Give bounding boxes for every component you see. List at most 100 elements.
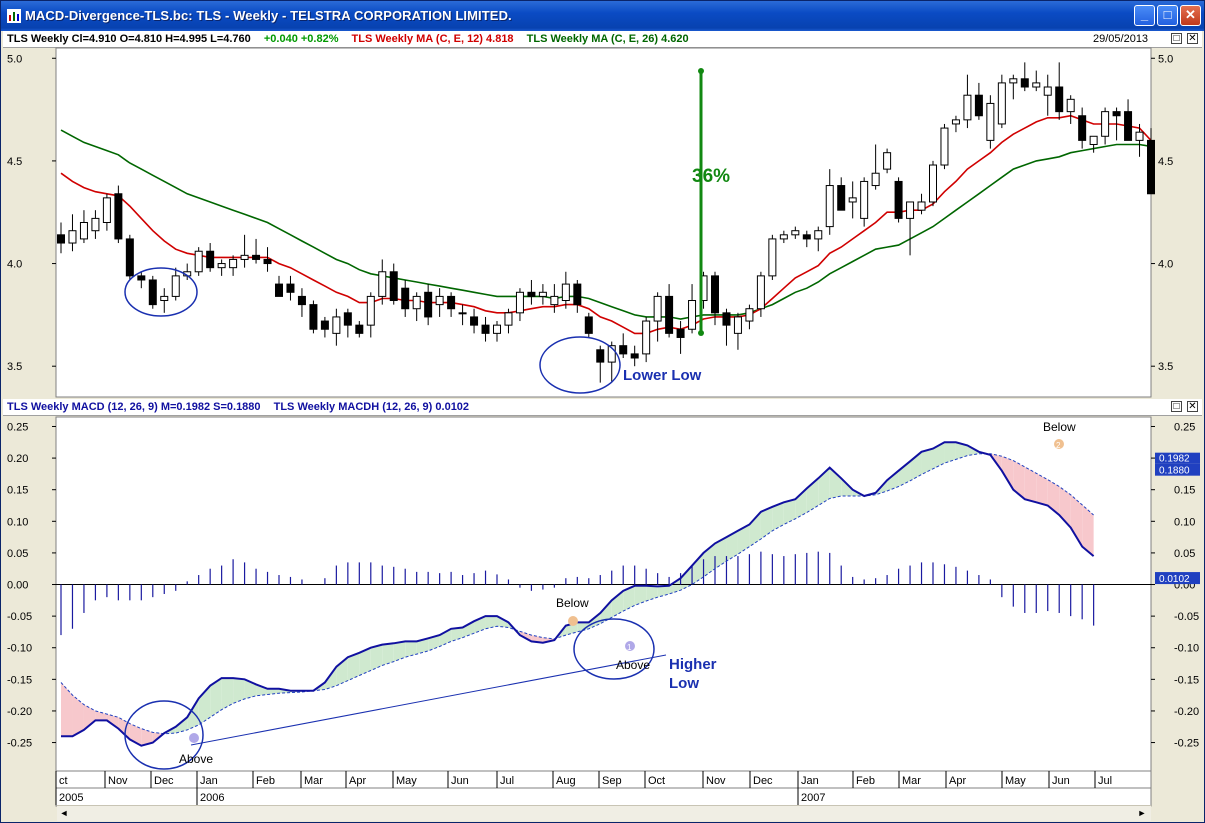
macd-fill-below [72,695,84,737]
candle [917,193,926,215]
candle-down [286,283,295,293]
candles [57,62,1155,383]
macd-fill-above [267,688,279,695]
candle-up [68,230,77,244]
ma12-path [60,114,1152,335]
macd-fill-above [829,467,842,499]
macd-fill-above [818,467,830,506]
macd-fill-above [233,678,245,704]
candle [229,255,238,276]
ma12-line [60,114,1152,335]
candle [412,292,421,322]
macd-fill-above [692,552,704,585]
macd-fill-above [875,480,888,495]
macd-fill-above [451,627,463,642]
candle [711,271,719,326]
macd-fill-above [978,451,991,455]
price-pane-header: TLS Weekly Cl=4.910 O=4.810 H=4.995 L=4.… [3,31,1202,48]
macd-close-button[interactable]: ✕ [1187,401,1198,412]
candle-up [986,102,995,141]
macd-fill-above [175,717,188,734]
macd-fill-below [129,723,142,746]
price-restore-button[interactable]: □ [1171,33,1182,44]
candle-up [171,275,180,297]
candle [550,284,559,313]
candle [860,177,869,227]
candle [1055,62,1064,120]
candle-down [837,185,846,211]
price-tick-label-left: 5.0 [7,53,22,65]
candle-up [217,263,226,269]
candle [309,300,318,334]
candle [148,275,157,309]
candle [240,234,249,268]
scroll-right-arrow-icon[interactable]: ► [1137,808,1147,818]
candle [607,341,616,383]
macd-fill-above [370,644,383,671]
candle [596,345,605,383]
macd-restore-button[interactable]: □ [1171,401,1182,412]
horizontal-scrollbar[interactable]: ◄ ► [57,805,1151,821]
title-bar[interactable]: MACD-Divergence-TLS.bc: TLS - Weekly - T… [1,1,1204,31]
candle-down [447,295,456,310]
candle [263,247,272,272]
candle [57,222,65,254]
price-ohlc: TLS Weekly Cl=4.910 O=4.810 H=4.995 L=4.… [7,33,251,45]
candle [1147,128,1155,195]
candle [733,312,742,350]
month-label: Jun [451,775,469,787]
close-button[interactable]: ✕ [1180,5,1201,26]
candle [493,321,501,342]
macd-fill-above [301,690,314,692]
macd-fill-below [152,732,165,743]
macd-tick-label-left: 0.05 [7,548,28,560]
candle-up [550,295,559,306]
macd-tick-label-right: -0.10 [1174,643,1199,655]
macd-fill-above [955,442,968,460]
candle [688,284,697,334]
candle [951,115,960,133]
scroll-left-arrow-icon[interactable]: ◄ [59,808,69,818]
candle [986,95,995,149]
price-annotations: 36% Lower Low [124,68,730,394]
price-tick-label-right: 3.5 [1158,361,1173,373]
macd-tick-label-right: -0.25 [1174,738,1199,750]
month-label: Apr [949,775,966,787]
macd-fill-below [1024,466,1037,503]
candle-up [688,300,697,330]
candle-down [424,291,433,318]
candle [883,148,892,174]
month-label: Jan [200,775,218,787]
macd-fill-above [279,688,291,694]
candle [630,345,639,367]
price-date: 29/05/2013 [1093,33,1149,45]
candle-up [332,316,341,334]
month-label: Oct [648,775,665,787]
price-close-button[interactable]: ✕ [1187,33,1198,44]
candle-up [561,283,570,302]
price-plot: 3.5 4.0 4.5 5.0 3.5 4.0 4.5 5.0 36% Lower Low [7,47,1173,398]
macd-axis-left: -0.25 -0.20 -0.15 -0.10 -0.05 0.00 0.05 0.10 0.1… [7,421,1151,750]
candle [814,226,823,252]
macd-fill-below [1070,494,1083,547]
candle [355,321,364,338]
maximize-button[interactable]: □ [1157,5,1178,26]
macd-fill-above [416,638,429,655]
candle-down [470,316,479,326]
month-label: Dec [753,775,773,787]
candle-up [493,324,501,334]
year-label: 2005 [59,792,83,804]
minimize-button[interactable]: _ [1134,5,1155,26]
macd-fill-above [921,448,933,475]
candle-up [1009,78,1018,84]
candle-down [974,94,983,117]
macd-tick-label-left: 0.15 [7,485,28,497]
dec-low-ellipse [124,267,198,317]
macd-fill-above [657,585,670,598]
candle-up [997,82,1006,125]
macd-fill-above [336,657,348,686]
candle-up [653,295,662,322]
candle [297,288,306,317]
candle-down [252,254,261,260]
macd-fill-above [646,585,658,601]
